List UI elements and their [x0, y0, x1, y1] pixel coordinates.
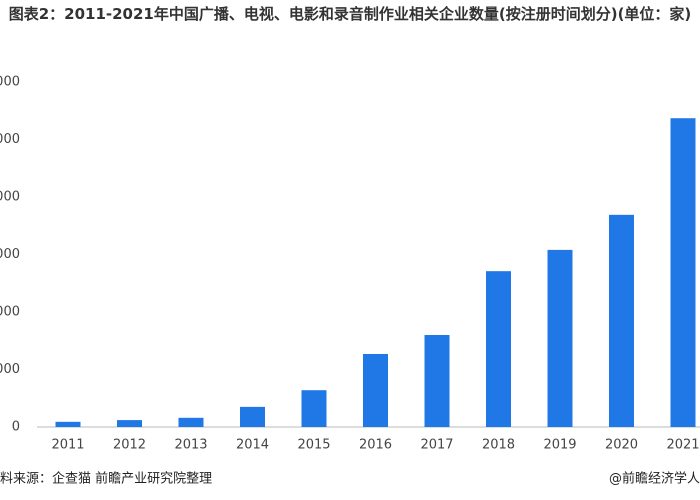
x-tick-label: 2017: [420, 438, 453, 453]
y-tick-label: 40000: [0, 190, 20, 205]
x-tick-label: 2014: [236, 438, 269, 453]
credit: @前瞻经济学人: [609, 471, 700, 487]
bar: [547, 249, 573, 427]
x-tick-label: 2013: [174, 438, 207, 453]
x-tick-label: 2020: [605, 438, 638, 453]
bar: [178, 417, 204, 427]
source-note: 料来源：企查猫 前瞻产业研究院整理: [0, 471, 212, 487]
bar: [55, 421, 81, 427]
bar: [301, 390, 327, 427]
y-tick-label: 10000: [0, 362, 20, 377]
bar: [424, 335, 450, 427]
x-tick-label: 2012: [113, 438, 146, 453]
x-tick-label: 2021: [666, 438, 699, 453]
y-tick-label: 50000: [0, 132, 20, 147]
x-tick-label: 2018: [482, 438, 515, 453]
bar: [240, 406, 265, 427]
bar: [486, 271, 511, 427]
y-tick-label: 30000: [0, 247, 20, 262]
x-tick-label: 2011: [51, 438, 84, 453]
bar: [609, 214, 634, 427]
y-tick-label: 60000: [0, 75, 20, 90]
chart-title: 图表2：2011-2021年中国广播、电视、电影和录音制作业相关企业数量(按注册…: [8, 5, 692, 23]
x-tick-label: 2019: [543, 438, 576, 453]
y-tick-label: 20000: [0, 305, 20, 320]
x-tick-label: 2016: [359, 438, 392, 453]
y-tick-label: 0: [12, 420, 20, 435]
bar: [363, 353, 388, 427]
bar: [670, 118, 696, 427]
x-tick-label: 2015: [297, 438, 330, 453]
bar: [117, 420, 142, 427]
